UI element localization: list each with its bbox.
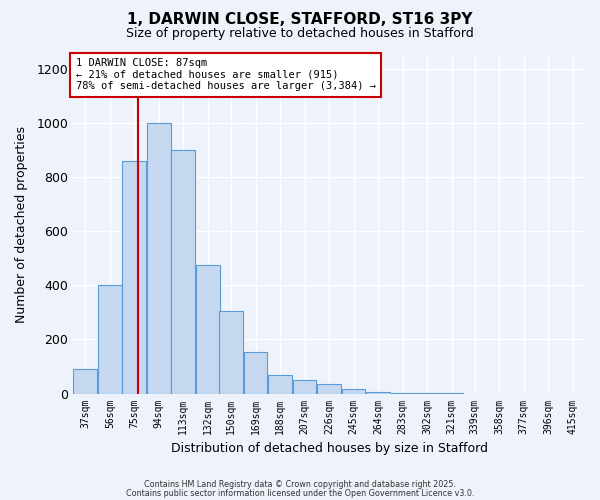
Bar: [147, 122, 171, 394]
Text: 1, DARWIN CLOSE, STAFFORD, ST16 3PY: 1, DARWIN CLOSE, STAFFORD, ST16 3PY: [127, 12, 473, 28]
Bar: [196, 265, 220, 394]
Bar: [366, 392, 390, 394]
Bar: [268, 374, 292, 394]
Text: Contains public sector information licensed under the Open Government Licence v3: Contains public sector information licen…: [126, 488, 474, 498]
X-axis label: Distribution of detached houses by size in Stafford: Distribution of detached houses by size …: [170, 442, 488, 455]
Bar: [98, 285, 122, 394]
Bar: [341, 390, 365, 394]
Bar: [73, 369, 97, 394]
Text: Size of property relative to detached houses in Stafford: Size of property relative to detached ho…: [126, 28, 474, 40]
Text: 1 DARWIN CLOSE: 87sqm
← 21% of detached houses are smaller (915)
78% of semi-det: 1 DARWIN CLOSE: 87sqm ← 21% of detached …: [76, 58, 376, 92]
Bar: [391, 393, 415, 394]
Bar: [244, 352, 268, 394]
Bar: [317, 384, 341, 394]
Bar: [219, 311, 243, 394]
Bar: [293, 380, 316, 394]
Bar: [122, 160, 146, 394]
Y-axis label: Number of detached properties: Number of detached properties: [15, 126, 28, 323]
Text: Contains HM Land Registry data © Crown copyright and database right 2025.: Contains HM Land Registry data © Crown c…: [144, 480, 456, 489]
Bar: [172, 150, 195, 394]
